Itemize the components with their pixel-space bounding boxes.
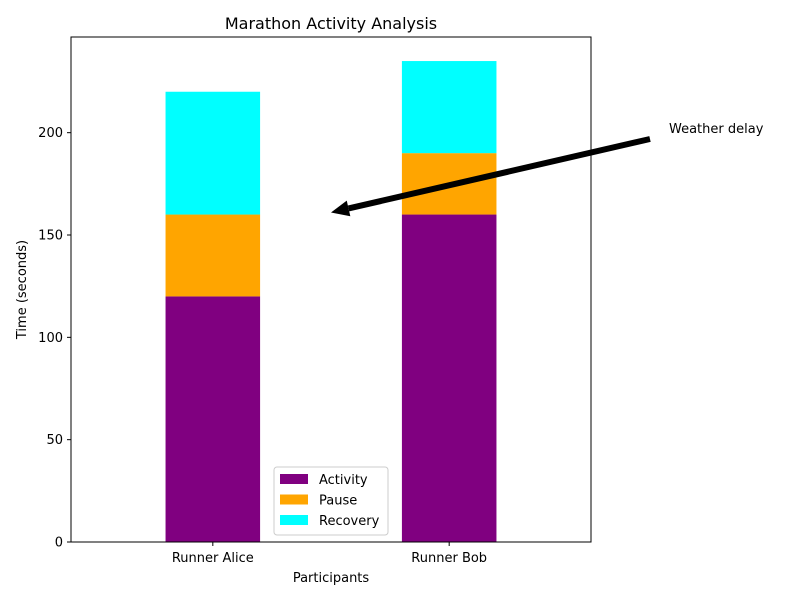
- x-tick-label: Runner Bob: [411, 551, 487, 566]
- bar-recovery-2: [401, 61, 497, 154]
- legend-swatch-recovery: [280, 515, 308, 525]
- y-axis: 0 50 100 150 200: [38, 126, 71, 551]
- annotation: Weather delay: [331, 122, 764, 217]
- annotation-arrow-head: [331, 200, 351, 217]
- bar-recovery-1: [165, 91, 261, 215]
- annotation-text: Weather delay: [669, 122, 764, 137]
- legend-swatch-activity: [280, 474, 308, 484]
- bar-activity-2: [401, 214, 497, 542]
- y-tick-label: 100: [38, 331, 63, 346]
- legend-label-recovery: Recovery: [319, 514, 380, 529]
- x-tick-label: Runner Alice: [172, 551, 254, 566]
- y-tick-label: 150: [38, 229, 63, 244]
- y-tick-label: 0: [55, 536, 63, 551]
- bar-pause-1: [165, 214, 261, 297]
- plot-frame: [70, 36, 592, 543]
- y-axis-label: Time (seconds): [15, 240, 30, 340]
- bar-activity-1: [165, 296, 261, 542]
- legend-label-activity: Activity: [319, 473, 368, 488]
- annotation-arrow: [347, 136, 651, 212]
- legend-swatch-pause: [280, 494, 308, 505]
- x-axis-label: Participants: [293, 571, 370, 586]
- chart-title: Marathon Activity Analysis: [225, 14, 437, 33]
- x-axis: Runner Alice Runner Bob: [172, 542, 487, 566]
- legend-label-pause: Pause: [319, 494, 357, 509]
- y-tick-label: 50: [46, 433, 63, 448]
- legend: Activity Pause Recovery: [273, 466, 389, 536]
- y-tick-label: 200: [38, 126, 63, 141]
